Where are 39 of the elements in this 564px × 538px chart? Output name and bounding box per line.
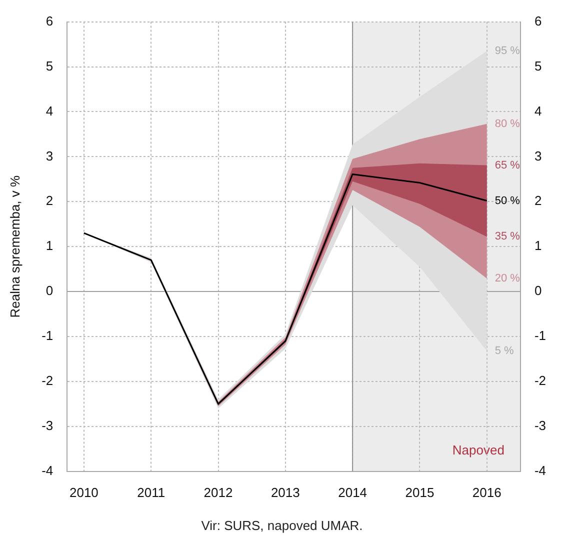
y-tick-label: -4 bbox=[42, 462, 54, 478]
annotation: 5 % bbox=[494, 344, 514, 357]
y2-tick-label: 4 bbox=[534, 103, 542, 118]
y-tick-label: 6 bbox=[46, 13, 54, 28]
y2-tick-label: 1 bbox=[534, 238, 542, 254]
y2-tick-label: 3 bbox=[534, 148, 542, 164]
text: Vir: SURS, napoved UMAR. bbox=[200, 518, 364, 533]
x-tick-label: 2012 bbox=[204, 484, 233, 500]
x-tick-label: 2011 bbox=[137, 484, 166, 500]
series-label: 50 % bbox=[494, 194, 520, 207]
x-tick-label: 2016 bbox=[472, 484, 502, 500]
x-tick-label: 2014 bbox=[338, 484, 368, 500]
y-tick-label: 0 bbox=[46, 283, 54, 298]
y-tick-label: 3 bbox=[46, 148, 54, 164]
y2-tick-label: -4 bbox=[534, 462, 546, 478]
y-tick-label: 2 bbox=[46, 193, 54, 208]
annotation: 95 % bbox=[494, 45, 520, 58]
y2-tick-label: -3 bbox=[534, 418, 546, 434]
y-tick-label: -3 bbox=[42, 418, 54, 434]
y-tick-label: -1 bbox=[42, 328, 54, 344]
x-tick-label: 2010 bbox=[69, 484, 98, 500]
annotation: 65 % bbox=[494, 159, 520, 172]
y2-tick-label: 0 bbox=[534, 283, 542, 298]
y-tick-label: 1 bbox=[46, 238, 54, 254]
band-label: Napoved bbox=[452, 442, 504, 458]
y-axis-title: Realna sprememba, v % bbox=[7, 174, 22, 318]
annotation: 20 % bbox=[494, 272, 520, 285]
annotation: 80 % bbox=[494, 118, 520, 130]
y2-tick-label: -2 bbox=[534, 373, 546, 388]
y2-tick-label: 2 bbox=[534, 193, 542, 208]
x-tick-label: 2013 bbox=[270, 484, 300, 500]
annotation: 35 % bbox=[494, 230, 520, 243]
y-tick-label: 4 bbox=[46, 103, 54, 118]
y2-tick-label: 6 bbox=[534, 13, 542, 28]
y2-tick-label: -1 bbox=[534, 328, 546, 344]
y2-tick-label: 5 bbox=[534, 58, 542, 74]
x-tick-label: 2015 bbox=[405, 484, 434, 500]
y-tick-label: -2 bbox=[42, 373, 54, 388]
y-tick-label: 5 bbox=[46, 58, 54, 74]
